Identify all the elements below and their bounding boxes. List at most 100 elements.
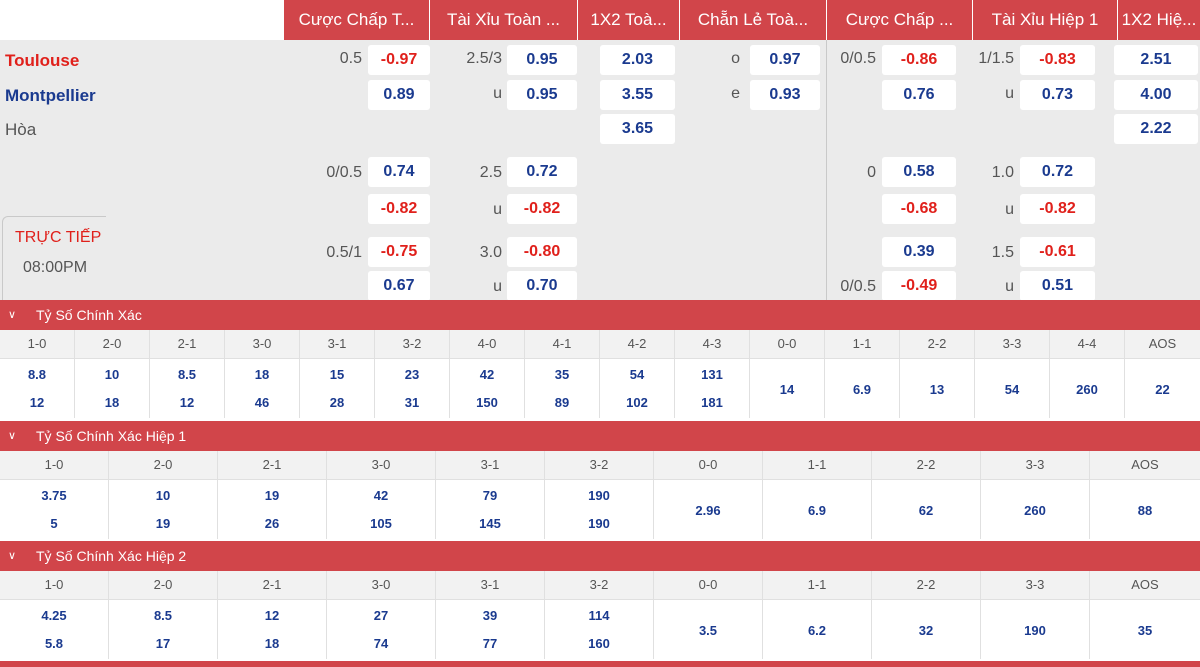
ft-handicap-away-odds[interactable]: -0.82 (368, 194, 430, 224)
h1-handicap-away-odds[interactable]: -0.49 (882, 271, 956, 301)
draw-score-odds[interactable]: 6.2 (807, 623, 827, 638)
score-odds-cell[interactable]: 8.5 17 (109, 600, 218, 659)
ft-over-odds[interactable]: 0.72 (507, 157, 577, 187)
draw-score-odds[interactable]: 190 (1024, 623, 1046, 638)
draw-score-odds[interactable]: 13 (929, 382, 945, 397)
ft-over-odds[interactable]: 0.95 (507, 45, 577, 75)
h1-1x2-away-odds[interactable]: 4.00 (1114, 80, 1198, 110)
score-odds-cell[interactable]: 15 28 (300, 359, 375, 418)
draw-score-odds[interactable]: 14 (779, 382, 795, 397)
away-score-odds[interactable]: 5 (50, 516, 58, 531)
score-odds-cell[interactable]: 54 102 (600, 359, 675, 418)
aos-odds[interactable]: 22 (1155, 382, 1170, 397)
away-score-odds[interactable]: 105 (370, 516, 392, 531)
ft-1x2-home-odds[interactable]: 2.03 (600, 45, 675, 75)
draw-score-odds[interactable]: 2.96 (695, 503, 721, 518)
home-score-odds[interactable]: 190 (588, 488, 610, 503)
header-h1-1x2[interactable]: 1X2 Hiệ... (1118, 0, 1200, 40)
score-odds-cell[interactable]: 42 150 (450, 359, 525, 418)
home-score-odds[interactable]: 27 (373, 608, 389, 623)
draw-score-odds-cell[interactable]: 6.2 (763, 600, 872, 659)
home-score-odds[interactable]: 42 (479, 367, 495, 382)
ft-handicap-away-odds[interactable]: 0.89 (368, 80, 430, 110)
draw-score-odds-cell[interactable]: 13 (900, 359, 975, 418)
chevron-down-icon[interactable]: ∨ (8, 550, 17, 562)
score-odds-cell[interactable]: 8.8 12 (0, 359, 75, 418)
away-score-odds[interactable]: 160 (588, 636, 610, 651)
home-score-odds[interactable]: 4.25 (41, 608, 67, 623)
header-ft-handicap[interactable]: Cược Chấp T... (284, 0, 429, 40)
home-score-odds[interactable]: 8.5 (177, 367, 197, 382)
score-odds-cell[interactable]: 190 190 (545, 480, 654, 539)
section-correct-score-h1[interactable]: ∨ Tỷ Số Chính Xác Hiệp 1 (0, 421, 1200, 451)
away-score-odds[interactable]: 18 (264, 636, 280, 651)
aos-odds-cell[interactable]: 35 (1090, 600, 1200, 659)
h1-over-odds[interactable]: -0.61 (1020, 237, 1095, 267)
home-score-odds[interactable]: 10 (104, 367, 120, 382)
draw-score-odds-cell[interactable]: 3.5 (654, 600, 763, 659)
home-score-odds[interactable]: 18 (254, 367, 270, 382)
h1-over-odds[interactable]: 0.72 (1020, 157, 1095, 187)
home-score-odds[interactable]: 19 (264, 488, 280, 503)
ft-1x2-draw-odds[interactable]: 3.65 (600, 114, 675, 144)
h1-handicap-away-odds[interactable]: 0.76 (882, 80, 956, 110)
header-ft-1x2[interactable]: 1X2 Toà... (578, 0, 679, 40)
ft-handicap-home-odds[interactable]: -0.97 (368, 45, 430, 75)
h1-over-odds[interactable]: -0.83 (1020, 45, 1095, 75)
aos-odds[interactable]: 88 (1137, 503, 1153, 518)
draw-score-odds[interactable]: 54 (1004, 382, 1020, 397)
away-score-odds[interactable]: 12 (29, 395, 45, 410)
h1-under-odds[interactable]: 0.51 (1020, 271, 1095, 301)
chevron-down-icon[interactable]: ∨ (8, 309, 17, 321)
ft-1x2-away-odds[interactable]: 3.55 (600, 80, 675, 110)
aos-odds-cell[interactable]: 22 (1125, 359, 1200, 418)
score-odds-cell[interactable]: 27 74 (327, 600, 436, 659)
score-odds-cell[interactable]: 39 77 (436, 600, 545, 659)
away-score-odds[interactable]: 18 (104, 395, 120, 410)
header-h1-handicap[interactable]: Cược Chấp ... (827, 0, 972, 40)
draw-score-odds[interactable]: 62 (918, 503, 934, 518)
away-score-odds[interactable]: 46 (254, 395, 270, 410)
home-score-odds[interactable]: 42 (373, 488, 389, 503)
draw-score-odds[interactable]: 260 (1076, 382, 1098, 397)
score-odds-cell[interactable]: 19 26 (218, 480, 327, 539)
ft-handicap-away-odds[interactable]: 0.67 (368, 271, 430, 301)
home-score-odds[interactable]: 35 (554, 367, 570, 382)
away-score-odds[interactable]: 77 (482, 636, 498, 651)
draw-score-odds[interactable]: 3.5 (698, 623, 718, 638)
h1-handicap-home-odds[interactable]: 0.58 (882, 157, 956, 187)
score-odds-cell[interactable]: 131 181 (675, 359, 750, 418)
home-score-odds[interactable]: 131 (701, 367, 723, 382)
away-score-odds[interactable]: 145 (479, 516, 501, 531)
score-odds-cell[interactable]: 10 18 (75, 359, 150, 418)
draw-score-odds[interactable]: 6.9 (852, 382, 872, 397)
score-odds-cell[interactable]: 23 31 (375, 359, 450, 418)
header-h1-over-under[interactable]: Tài Xỉu Hiệp 1 (973, 0, 1117, 40)
ft-over-odds[interactable]: -0.80 (507, 237, 577, 267)
home-team-name[interactable]: Toulouse (5, 51, 80, 70)
away-score-odds[interactable]: 181 (701, 395, 723, 410)
score-odds-cell[interactable]: 42 105 (327, 480, 436, 539)
score-odds-cell[interactable]: 18 46 (225, 359, 300, 418)
away-score-odds[interactable]: 89 (554, 395, 570, 410)
draw-score-odds-cell[interactable]: 2.96 (654, 480, 763, 539)
away-score-odds[interactable]: 150 (476, 395, 498, 410)
home-score-odds[interactable]: 114 (588, 608, 610, 623)
ft-even-odds[interactable]: 0.93 (750, 80, 820, 110)
aos-odds-cell[interactable]: 88 (1090, 480, 1200, 539)
away-score-odds[interactable]: 74 (373, 636, 389, 651)
score-odds-cell[interactable]: 10 19 (109, 480, 218, 539)
home-score-odds[interactable]: 79 (482, 488, 498, 503)
away-team-name[interactable]: Montpellier (5, 86, 96, 105)
ft-under-odds[interactable]: 0.70 (507, 271, 577, 301)
draw-score-odds-cell[interactable]: 6.9 (763, 480, 872, 539)
h1-1x2-draw-odds[interactable]: 2.22 (1114, 114, 1198, 144)
header-ft-over-under[interactable]: Tài Xỉu Toàn ... (430, 0, 577, 40)
score-odds-cell[interactable]: 35 89 (525, 359, 600, 418)
draw-score-odds-cell[interactable]: 62 (872, 480, 981, 539)
home-score-odds[interactable]: 12 (264, 608, 280, 623)
h1-under-odds[interactable]: 0.73 (1020, 80, 1095, 110)
score-odds-cell[interactable]: 8.5 12 (150, 359, 225, 418)
header-ft-odd-even[interactable]: Chẵn Lẻ Toà... (680, 0, 826, 40)
draw-score-odds[interactable]: 6.9 (807, 503, 827, 518)
